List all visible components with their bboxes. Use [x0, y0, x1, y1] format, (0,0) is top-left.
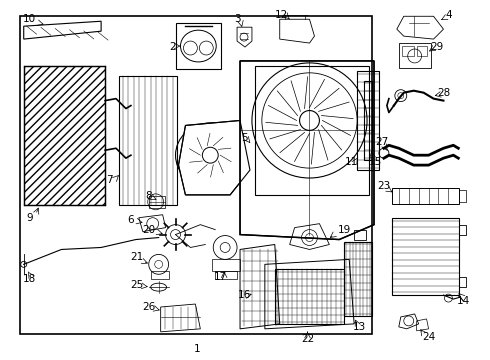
Text: 7: 7	[106, 175, 112, 185]
Text: 29: 29	[430, 42, 443, 52]
Text: 14: 14	[457, 296, 470, 306]
Text: 9: 9	[26, 213, 33, 223]
Bar	[392, 218, 459, 295]
Text: 11: 11	[344, 157, 358, 167]
Text: 28: 28	[437, 88, 450, 98]
Bar	[354, 230, 366, 239]
Text: 24: 24	[422, 332, 435, 342]
Bar	[344, 242, 372, 316]
Text: 23: 23	[377, 181, 391, 191]
Text: 1: 1	[194, 344, 201, 354]
Circle shape	[202, 147, 218, 163]
Text: 15: 15	[368, 157, 382, 167]
Bar	[20, 16, 372, 334]
Bar	[215, 271, 237, 279]
Bar	[402, 46, 414, 56]
Bar	[212, 260, 240, 271]
Bar	[175, 23, 221, 69]
Text: 27: 27	[375, 137, 389, 147]
Bar	[151, 271, 169, 279]
Bar	[416, 46, 427, 56]
Bar	[275, 269, 344, 324]
Text: 5: 5	[241, 133, 247, 143]
Text: 17: 17	[214, 272, 227, 282]
Text: 16: 16	[237, 290, 250, 300]
Circle shape	[299, 111, 319, 130]
Text: 3: 3	[234, 14, 241, 24]
Text: 20: 20	[142, 225, 155, 235]
Bar	[255, 66, 369, 195]
Bar	[357, 71, 379, 170]
Text: 12: 12	[275, 10, 288, 20]
Bar	[119, 76, 176, 205]
Text: 6: 6	[127, 215, 134, 225]
Bar	[149, 196, 165, 208]
Text: 19: 19	[338, 225, 351, 235]
Text: 8: 8	[146, 191, 152, 201]
Polygon shape	[178, 121, 250, 195]
Polygon shape	[240, 61, 374, 239]
Text: 2: 2	[169, 42, 176, 52]
Text: 22: 22	[301, 334, 314, 344]
Text: 21: 21	[130, 252, 144, 262]
Text: 4: 4	[445, 10, 452, 20]
Bar	[24, 66, 105, 205]
Text: 25: 25	[130, 280, 144, 290]
Bar	[364, 81, 372, 160]
Bar	[399, 43, 431, 68]
Text: 10: 10	[23, 14, 36, 24]
Text: 18: 18	[23, 274, 36, 284]
Text: 26: 26	[142, 302, 155, 312]
Text: 13: 13	[352, 322, 366, 332]
Bar	[255, 66, 369, 195]
Bar	[392, 188, 459, 204]
